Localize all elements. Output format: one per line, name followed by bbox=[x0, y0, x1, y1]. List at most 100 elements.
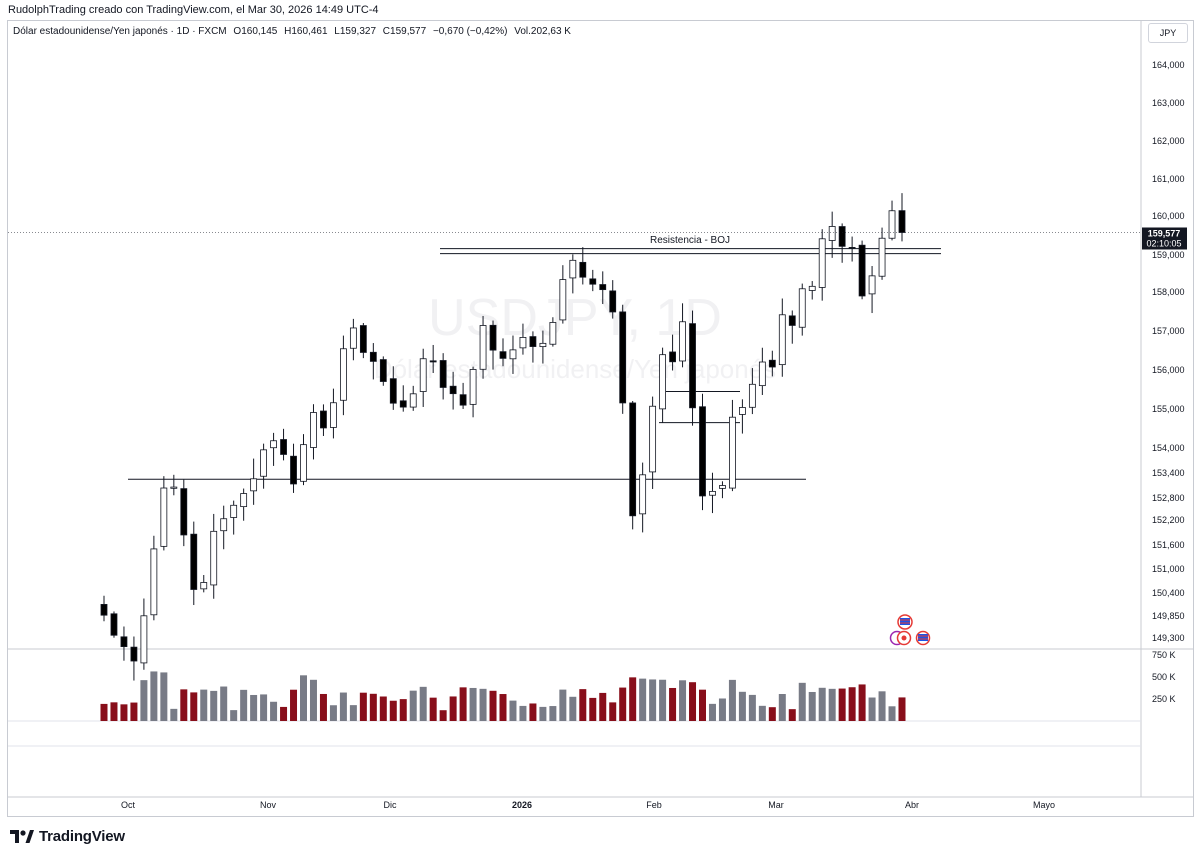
candle bbox=[489, 320, 497, 370]
volume-bar bbox=[210, 690, 218, 721]
chart-legend: Dólar estadounidense/Yen japonés · 1D · … bbox=[13, 26, 575, 37]
price-tick-label: 151,600 bbox=[1152, 540, 1185, 550]
volume-bar bbox=[479, 688, 487, 721]
tradingview-logo-icon bbox=[10, 829, 34, 843]
candle bbox=[479, 315, 487, 379]
price-tick-label: 149,850 bbox=[1152, 611, 1185, 621]
candle bbox=[339, 335, 347, 416]
watermark-ticker: USDJPY, 1D bbox=[428, 289, 722, 347]
candle bbox=[260, 443, 268, 489]
volume-bar bbox=[649, 679, 657, 721]
price-tick-label: 151,000 bbox=[1152, 564, 1185, 574]
candle bbox=[200, 575, 208, 593]
tradingview-logo-text: TradingView bbox=[39, 828, 125, 845]
candle bbox=[120, 626, 128, 661]
candle bbox=[320, 404, 327, 436]
volume-bar bbox=[150, 671, 158, 721]
volume-bar bbox=[130, 702, 138, 721]
candle bbox=[389, 366, 397, 410]
volume-bar bbox=[260, 694, 268, 721]
volume-bar bbox=[539, 706, 547, 721]
resistance-label: Resistencia - BOJ bbox=[650, 235, 730, 246]
candle bbox=[639, 462, 647, 533]
candle bbox=[539, 330, 547, 364]
candle bbox=[788, 310, 796, 344]
candle bbox=[748, 368, 756, 415]
volume-bar bbox=[848, 687, 856, 721]
volume-bar bbox=[329, 705, 337, 721]
volume-bar bbox=[140, 680, 148, 721]
candle bbox=[449, 371, 457, 410]
volume-bar bbox=[270, 701, 278, 721]
volume-bar bbox=[609, 702, 617, 721]
volume-bar bbox=[399, 699, 407, 721]
volume-bar bbox=[559, 689, 567, 721]
volume-bar bbox=[120, 704, 128, 721]
time-tick-label: Nov bbox=[260, 800, 277, 810]
volume-bar bbox=[190, 692, 198, 721]
price-tick-label: 155,000 bbox=[1152, 404, 1185, 414]
candle bbox=[300, 434, 307, 486]
volume-tick-label: 250 K bbox=[1152, 694, 1176, 704]
candle bbox=[739, 399, 746, 434]
candle bbox=[499, 338, 507, 367]
candle bbox=[619, 304, 627, 414]
candle bbox=[140, 598, 148, 670]
candle bbox=[469, 366, 477, 418]
candle bbox=[629, 401, 637, 530]
volume-bar bbox=[788, 709, 796, 721]
volume-bar bbox=[200, 689, 208, 721]
candles-group bbox=[100, 193, 906, 681]
candle bbox=[359, 322, 367, 359]
candle bbox=[439, 353, 447, 400]
legend-low: L159,327 bbox=[334, 26, 377, 37]
volume-bar bbox=[878, 691, 886, 721]
candle bbox=[529, 331, 537, 363]
volume-bar bbox=[858, 684, 866, 721]
volume-bar bbox=[280, 706, 288, 721]
volume-bar bbox=[309, 679, 317, 721]
price-axis[interactable]: 164,000 163,000 162,000 161,000 160,000 159,0… bbox=[1152, 60, 1185, 643]
price-tick-label: 153,400 bbox=[1152, 468, 1185, 478]
last-price-tag: 159,577 02:10:05 bbox=[1142, 227, 1187, 250]
volume-bar bbox=[599, 692, 607, 721]
price-tick-label: 164,000 bbox=[1152, 60, 1185, 70]
candle bbox=[719, 481, 726, 499]
candle bbox=[679, 303, 686, 368]
event-marker-group[interactable] bbox=[889, 630, 931, 646]
candle bbox=[579, 247, 587, 285]
legend-close: C159,577 bbox=[382, 26, 427, 37]
time-tick-label: Dic bbox=[384, 800, 397, 810]
candle bbox=[250, 458, 258, 505]
currency-button[interactable]: JPY bbox=[1148, 23, 1188, 43]
volume-bar bbox=[419, 686, 427, 721]
candle bbox=[669, 334, 676, 371]
candle bbox=[150, 535, 158, 621]
candle bbox=[330, 388, 337, 439]
candle bbox=[110, 611, 118, 638]
volume-bar bbox=[619, 687, 627, 721]
candle bbox=[699, 393, 706, 511]
candle bbox=[609, 280, 617, 319]
tradingview-logo: TradingView bbox=[10, 828, 125, 845]
candle bbox=[778, 298, 786, 377]
volume-bar bbox=[429, 697, 437, 721]
volume-bar bbox=[888, 706, 896, 721]
volume-bar bbox=[798, 682, 806, 721]
volume-bar bbox=[589, 697, 597, 721]
volume-bar bbox=[689, 682, 697, 721]
candle bbox=[230, 500, 238, 535]
legend-symbol[interactable]: Dólar estadounidense/Yen japonés · 1D · … bbox=[13, 26, 227, 37]
legend-open: O160,145 bbox=[233, 26, 278, 37]
volume-bar bbox=[469, 687, 477, 721]
volume-bar bbox=[240, 689, 248, 721]
volume-bar bbox=[220, 686, 228, 721]
price-tick-label: 163,000 bbox=[1152, 98, 1185, 108]
volume-bar bbox=[439, 710, 447, 721]
price-tick-label: 156,000 bbox=[1152, 365, 1185, 375]
time-axis[interactable]: Oct Nov Dic 2026 Feb Mar Abr Mayo bbox=[121, 800, 1055, 810]
candle bbox=[190, 521, 198, 606]
price-tick-label: 157,000 bbox=[1152, 326, 1185, 336]
event-marker-us[interactable] bbox=[897, 614, 913, 630]
